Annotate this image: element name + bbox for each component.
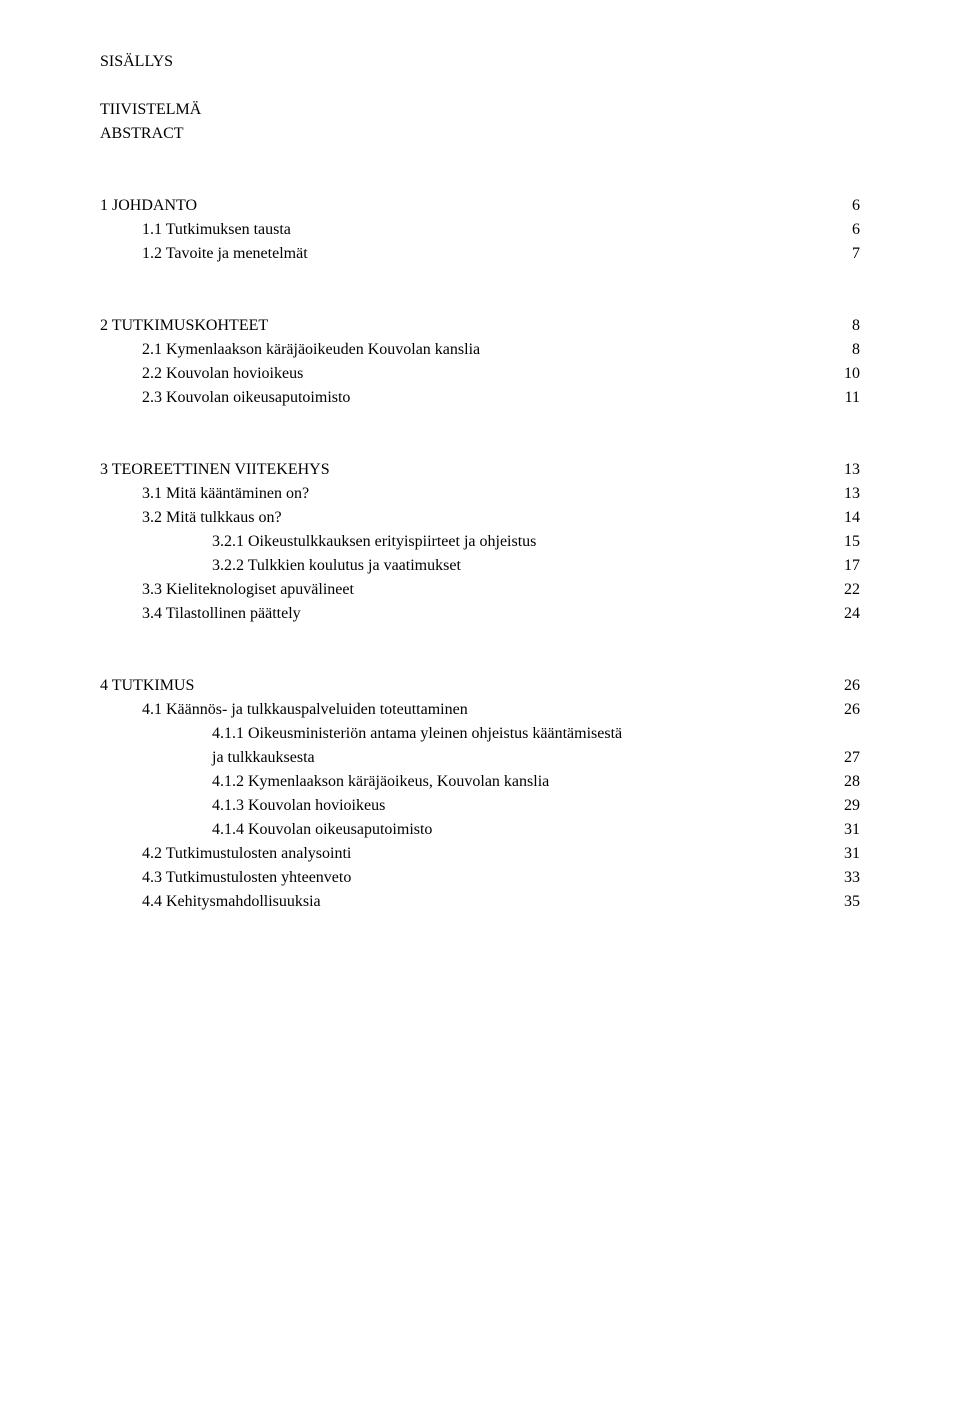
toc-item: 4.1.2 Kymenlaakson käräjäoikeus, Kouvola…: [100, 770, 860, 794]
toc-page: 28: [820, 770, 860, 794]
toc-item: 4.4 Kehitysmahdollisuuksia 35: [100, 890, 860, 914]
toc-item: 3.2.2 Tulkkien koulutus ja vaatimukset 1…: [100, 554, 860, 578]
toc-label: 2.2 Kouvolan hovioikeus: [142, 362, 820, 386]
toc-item: 4.1 Käännös- ja tulkkauspalveluiden tote…: [100, 698, 860, 722]
toc-label: 1 JOHDANTO: [100, 194, 820, 218]
toc-label: 4.3 Tutkimustulosten yhteenveto: [142, 866, 820, 890]
toc-page: 13: [820, 458, 860, 482]
page-title: SISÄLLYS: [100, 50, 860, 74]
toc-label: 3.1 Mitä kääntäminen on?: [142, 482, 820, 506]
toc-item: 3.4 Tilastollinen päättely 24: [100, 602, 860, 626]
toc-label: 2.3 Kouvolan oikeusaputoimisto: [142, 386, 820, 410]
frontmatter-item: ABSTRACT: [100, 122, 860, 146]
toc-page: 33: [820, 866, 860, 890]
toc-item: 4.1.3 Kouvolan hovioikeus 29: [100, 794, 860, 818]
toc-label: 3.2.2 Tulkkien koulutus ja vaatimukset: [212, 554, 820, 578]
toc-label: 4.1 Käännös- ja tulkkauspalveluiden tote…: [142, 698, 820, 722]
toc-item: 4.1.4 Kouvolan oikeusaputoimisto 31: [100, 818, 860, 842]
toc-label: 4.2 Tutkimustulosten analysointi: [142, 842, 820, 866]
toc-label: ja tulkkauksesta: [212, 746, 820, 770]
toc-item: 2.3 Kouvolan oikeusaputoimisto 11: [100, 386, 860, 410]
toc-label: 4.1.3 Kouvolan hovioikeus: [212, 794, 820, 818]
toc-page: 13: [820, 482, 860, 506]
toc-page: 29: [820, 794, 860, 818]
toc-item: 4.2 Tutkimustulosten analysointi 31: [100, 842, 860, 866]
toc-label: 4 TUTKIMUS: [100, 674, 820, 698]
toc-item: 3.2.1 Oikeustulkkauksen erityispiirteet …: [100, 530, 860, 554]
toc-item: 4.1.1 Oikeusministeriön antama yleinen o…: [100, 722, 860, 746]
toc-label: 3 TEOREETTINEN VIITEKEHYS: [100, 458, 820, 482]
toc-page: 27: [820, 746, 860, 770]
toc-item: 2.1 Kymenlaakson käräjäoikeuden Kouvolan…: [100, 338, 860, 362]
toc-page: 7: [820, 242, 860, 266]
toc-page: 31: [820, 818, 860, 842]
toc-section-head: 2 TUTKIMUSKOHTEET 8: [100, 314, 860, 338]
toc-page: 22: [820, 578, 860, 602]
toc-section: 2 TUTKIMUSKOHTEET 8 2.1 Kymenlaakson kär…: [100, 314, 860, 410]
toc-item: 1.2 Tavoite ja menetelmät 7: [100, 242, 860, 266]
toc-page: 14: [820, 506, 860, 530]
toc-page: 8: [820, 338, 860, 362]
toc-label: 1.1 Tutkimuksen tausta: [142, 218, 820, 242]
frontmatter-block: TIIVISTELMÄ ABSTRACT: [100, 98, 860, 146]
toc-section-head: 4 TUTKIMUS 26: [100, 674, 860, 698]
toc-page: 8: [820, 314, 860, 338]
frontmatter-item: TIIVISTELMÄ: [100, 98, 860, 122]
toc-item: 3.3 Kieliteknologiset apuvälineet 22: [100, 578, 860, 602]
toc-item: 1.1 Tutkimuksen tausta 6: [100, 218, 860, 242]
toc-page: 6: [820, 194, 860, 218]
toc-label: 1.2 Tavoite ja menetelmät: [142, 242, 820, 266]
toc-label: 3.3 Kieliteknologiset apuvälineet: [142, 578, 820, 602]
toc-item: 3.1 Mitä kääntäminen on? 13: [100, 482, 860, 506]
toc-page: 17: [820, 554, 860, 578]
toc-label: 4.1.2 Kymenlaakson käräjäoikeus, Kouvola…: [212, 770, 820, 794]
toc-page: 15: [820, 530, 860, 554]
toc-item: ja tulkkauksesta 27: [100, 746, 860, 770]
toc-page: 26: [820, 698, 860, 722]
toc-label: 4.1.1 Oikeusministeriön antama yleinen o…: [212, 722, 820, 746]
toc-page: 35: [820, 890, 860, 914]
toc-item: 2.2 Kouvolan hovioikeus 10: [100, 362, 860, 386]
toc-item: 3.2 Mitä tulkkaus on? 14: [100, 506, 860, 530]
toc-section: 1 JOHDANTO 6 1.1 Tutkimuksen tausta 6 1.…: [100, 194, 860, 266]
toc-label: 3.2.1 Oikeustulkkauksen erityispiirteet …: [212, 530, 820, 554]
toc-label: 2 TUTKIMUSKOHTEET: [100, 314, 820, 338]
toc-page: 10: [820, 362, 860, 386]
toc-item: 4.3 Tutkimustulosten yhteenveto 33: [100, 866, 860, 890]
toc-page: 24: [820, 602, 860, 626]
toc-label: 3.4 Tilastollinen päättely: [142, 602, 820, 626]
toc-section-head: 1 JOHDANTO 6: [100, 194, 860, 218]
toc-page: 6: [820, 218, 860, 242]
toc-label: 4.4 Kehitysmahdollisuuksia: [142, 890, 820, 914]
toc-section: 4 TUTKIMUS 26 4.1 Käännös- ja tulkkauspa…: [100, 674, 860, 914]
toc-label: 3.2 Mitä tulkkaus on?: [142, 506, 820, 530]
toc-section-head: 3 TEOREETTINEN VIITEKEHYS 13: [100, 458, 860, 482]
toc-page: 31: [820, 842, 860, 866]
toc-label: 2.1 Kymenlaakson käräjäoikeuden Kouvolan…: [142, 338, 820, 362]
toc-page: 11: [820, 386, 860, 410]
toc-page: 26: [820, 674, 860, 698]
toc-label: 4.1.4 Kouvolan oikeusaputoimisto: [212, 818, 820, 842]
toc-section: 3 TEOREETTINEN VIITEKEHYS 13 3.1 Mitä kä…: [100, 458, 860, 626]
